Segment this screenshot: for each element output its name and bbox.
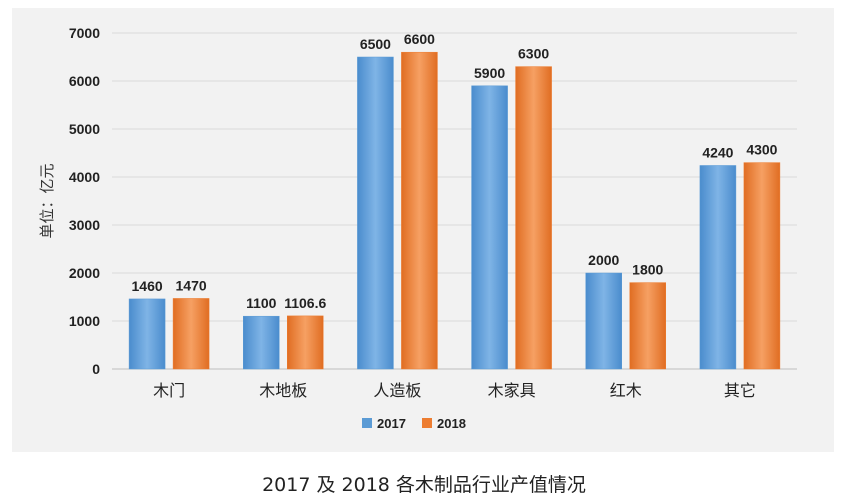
y-tick-label: 3000 bbox=[69, 217, 100, 233]
bar-chart: 0 1000 2000 3000 4000 5000 6000 7000 单位：亿元 1460 14… bbox=[38, 25, 797, 431]
bar-2018 bbox=[629, 282, 666, 370]
y-tick-label: 1000 bbox=[69, 313, 100, 329]
y-tick-label: 4000 bbox=[69, 169, 100, 185]
data-label: 6600 bbox=[404, 31, 435, 47]
legend-label: 2017 bbox=[377, 416, 406, 431]
x-tick-label: 其它 bbox=[724, 381, 756, 400]
x-tick-label: 木门 bbox=[153, 381, 185, 400]
legend-swatch-2017 bbox=[362, 418, 372, 428]
bar-2017 bbox=[471, 85, 508, 370]
data-label: 6300 bbox=[518, 46, 549, 62]
bar-2017 bbox=[357, 56, 394, 370]
x-tick-label: 红木 bbox=[610, 381, 642, 400]
y-axis-label: 单位：亿元 bbox=[38, 163, 56, 238]
legend-label: 2018 bbox=[437, 416, 466, 431]
bar-2018 bbox=[287, 315, 324, 370]
x-tick-label: 人造板 bbox=[373, 381, 421, 400]
data-label: 1460 bbox=[132, 278, 163, 294]
bar-2017 bbox=[585, 272, 622, 370]
y-tick-label: 0 bbox=[92, 361, 100, 377]
data-label: 4240 bbox=[702, 144, 733, 160]
bar-2018 bbox=[515, 66, 552, 370]
bar-2018 bbox=[743, 162, 781, 370]
legend-swatch-2018 bbox=[422, 418, 432, 428]
data-label: 1800 bbox=[632, 262, 663, 278]
data-label: 1470 bbox=[176, 277, 207, 293]
bar-2017 bbox=[699, 165, 737, 370]
chart-caption: 2017 及 2018 各木制品行业产值情况 bbox=[262, 474, 586, 496]
y-tick-label: 5000 bbox=[69, 121, 100, 137]
bar-2018 bbox=[401, 51, 438, 370]
bar-2017 bbox=[243, 315, 280, 370]
data-label: 4300 bbox=[746, 142, 777, 158]
y-tick-label: 6000 bbox=[69, 73, 100, 89]
y-tick-label: 2000 bbox=[69, 265, 100, 281]
data-label: 1106.6 bbox=[284, 295, 326, 311]
bar-2017 bbox=[128, 298, 166, 370]
data-label: 2000 bbox=[588, 252, 619, 268]
bar-2018 bbox=[172, 298, 210, 370]
y-tick-label: 7000 bbox=[69, 25, 100, 41]
data-label: 6500 bbox=[360, 36, 391, 52]
x-tick-label: 木家具 bbox=[488, 381, 536, 400]
data-label: 1100 bbox=[246, 295, 277, 311]
data-label: 5900 bbox=[474, 65, 505, 81]
x-tick-label: 木地板 bbox=[259, 381, 307, 400]
